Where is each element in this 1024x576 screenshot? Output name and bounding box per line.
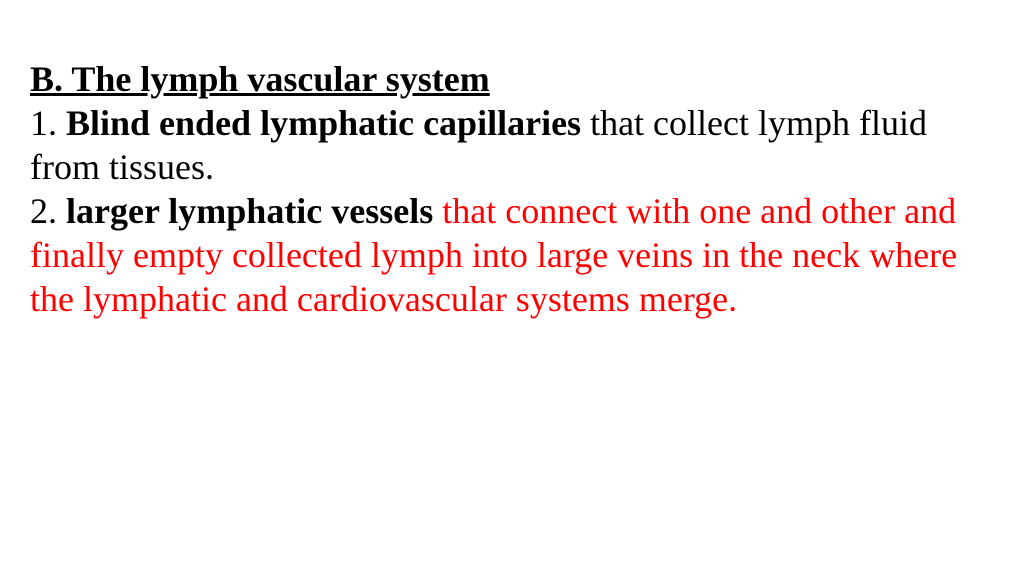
item-2-term: larger lymphatic vessels xyxy=(66,191,433,231)
slide-content: B. The lymph vascular system 1. Blind en… xyxy=(30,58,994,321)
item-2-number: 2. xyxy=(30,191,66,231)
item-1-term: Blind ended lymphatic capillaries xyxy=(66,103,581,143)
item-1-number: 1. xyxy=(30,103,66,143)
section-heading: B. The lymph vascular system xyxy=(30,59,490,99)
